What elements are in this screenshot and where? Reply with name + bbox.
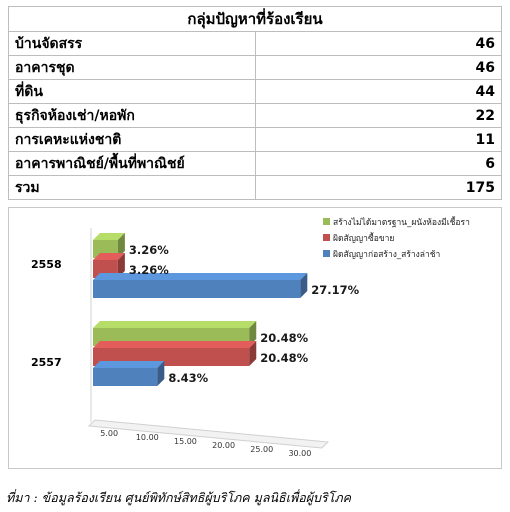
row-value: 6 bbox=[254, 151, 502, 176]
x-tick-label: 10.00 bbox=[136, 433, 159, 442]
row-value: 46 bbox=[254, 31, 502, 56]
row-label: การเคหะแห่งชาติ bbox=[8, 127, 256, 152]
x-tick-label: 25.00 bbox=[250, 445, 273, 454]
row-value: 46 bbox=[254, 55, 502, 80]
row-label: อาคารชุด bbox=[8, 55, 256, 80]
row-label: ที่ดิน bbox=[8, 79, 256, 104]
table-row: อาคารพาณิชย์/พื้นที่พาณิชย์ 6 bbox=[8, 151, 502, 176]
x-tick-label: 20.00 bbox=[212, 441, 235, 450]
total-value: 175 bbox=[254, 175, 502, 200]
bar-chart: 5.00 10.00 15.00 20.00 25.00 30.00 2558 3.26% 3.… bbox=[31, 216, 470, 458]
bar bbox=[93, 368, 158, 386]
x-tick-label: 30.00 bbox=[288, 449, 311, 458]
category-label: 2558 bbox=[31, 258, 62, 271]
row-value: 44 bbox=[254, 79, 502, 104]
table-row: บ้านจัดสรร 46 bbox=[8, 31, 502, 56]
bar-top bbox=[93, 341, 257, 348]
bar bbox=[93, 280, 301, 298]
table-total-row: รวม 175 bbox=[8, 175, 502, 200]
bar-side bbox=[249, 341, 257, 366]
total-label: รวม bbox=[8, 175, 256, 200]
chart-frame: 5.00 10.00 15.00 20.00 25.00 30.00 2558 3.26% 3.… bbox=[8, 207, 502, 469]
x-tick-label: 5.00 bbox=[100, 429, 118, 438]
data-label: 20.48% bbox=[260, 331, 308, 345]
category-label: 2557 bbox=[31, 356, 62, 369]
row-value: 11 bbox=[254, 127, 502, 152]
data-label: 3.26% bbox=[129, 243, 169, 257]
complaints-table: กลุ่มปัญหาที่ร้องเรียน บ้านจัดสรร 46 อาคาร… bbox=[8, 6, 502, 200]
table-row: ที่ดิน 44 bbox=[8, 79, 502, 104]
bar-top bbox=[93, 361, 165, 368]
data-label: 3.26% bbox=[129, 263, 169, 277]
legend-label: สร้างไม่ได้มาตรฐาน_ผนังห้องมีเชื้อรา bbox=[333, 216, 470, 228]
data-label: 27.17% bbox=[311, 283, 359, 297]
source-note: ที่มา : ข้อมูลร้องเรียน ศูนย์พิทักษ์สิทธ… bbox=[6, 490, 351, 505]
bar-side bbox=[117, 253, 125, 278]
bar-top bbox=[93, 273, 308, 280]
row-label: อาคารพาณิชย์/พื้นที่พาณิชย์ bbox=[8, 151, 256, 176]
legend-swatch bbox=[323, 218, 330, 225]
chart-floor bbox=[87, 419, 330, 449]
table-header: กลุ่มปัญหาที่ร้องเรียน bbox=[8, 6, 502, 32]
bar-top bbox=[93, 321, 257, 328]
table-row: อาคารชุด 46 bbox=[8, 55, 502, 80]
table-row: การเคหะแห่งชาติ 11 bbox=[8, 127, 502, 152]
x-tick-label: 15.00 bbox=[174, 437, 197, 446]
row-label: บ้านจัดสรร bbox=[8, 31, 256, 56]
bar-side bbox=[157, 361, 165, 386]
data-label: 8.43% bbox=[168, 371, 208, 385]
legend-swatch bbox=[323, 234, 330, 241]
bar-side bbox=[117, 233, 125, 258]
row-label: ธุรกิจห้องเช่า/หอพัก bbox=[8, 103, 256, 128]
table-row: ธุรกิจห้องเช่า/หอพัก 22 bbox=[8, 103, 502, 128]
legend-label: ผิดสัญญาก่อสร้าง_สร้างล่าช้า bbox=[333, 249, 440, 260]
table-header-row: กลุ่มปัญหาที่ร้องเรียน bbox=[8, 6, 502, 32]
legend-swatch bbox=[323, 250, 330, 257]
row-value: 22 bbox=[254, 103, 502, 128]
bar-side bbox=[300, 273, 308, 298]
bar-top bbox=[93, 253, 125, 260]
bar-side bbox=[249, 321, 257, 346]
bar-top bbox=[93, 233, 125, 240]
data-label: 20.48% bbox=[260, 351, 308, 365]
legend-label: ผิดสัญญาซื้อขาย bbox=[333, 232, 394, 244]
